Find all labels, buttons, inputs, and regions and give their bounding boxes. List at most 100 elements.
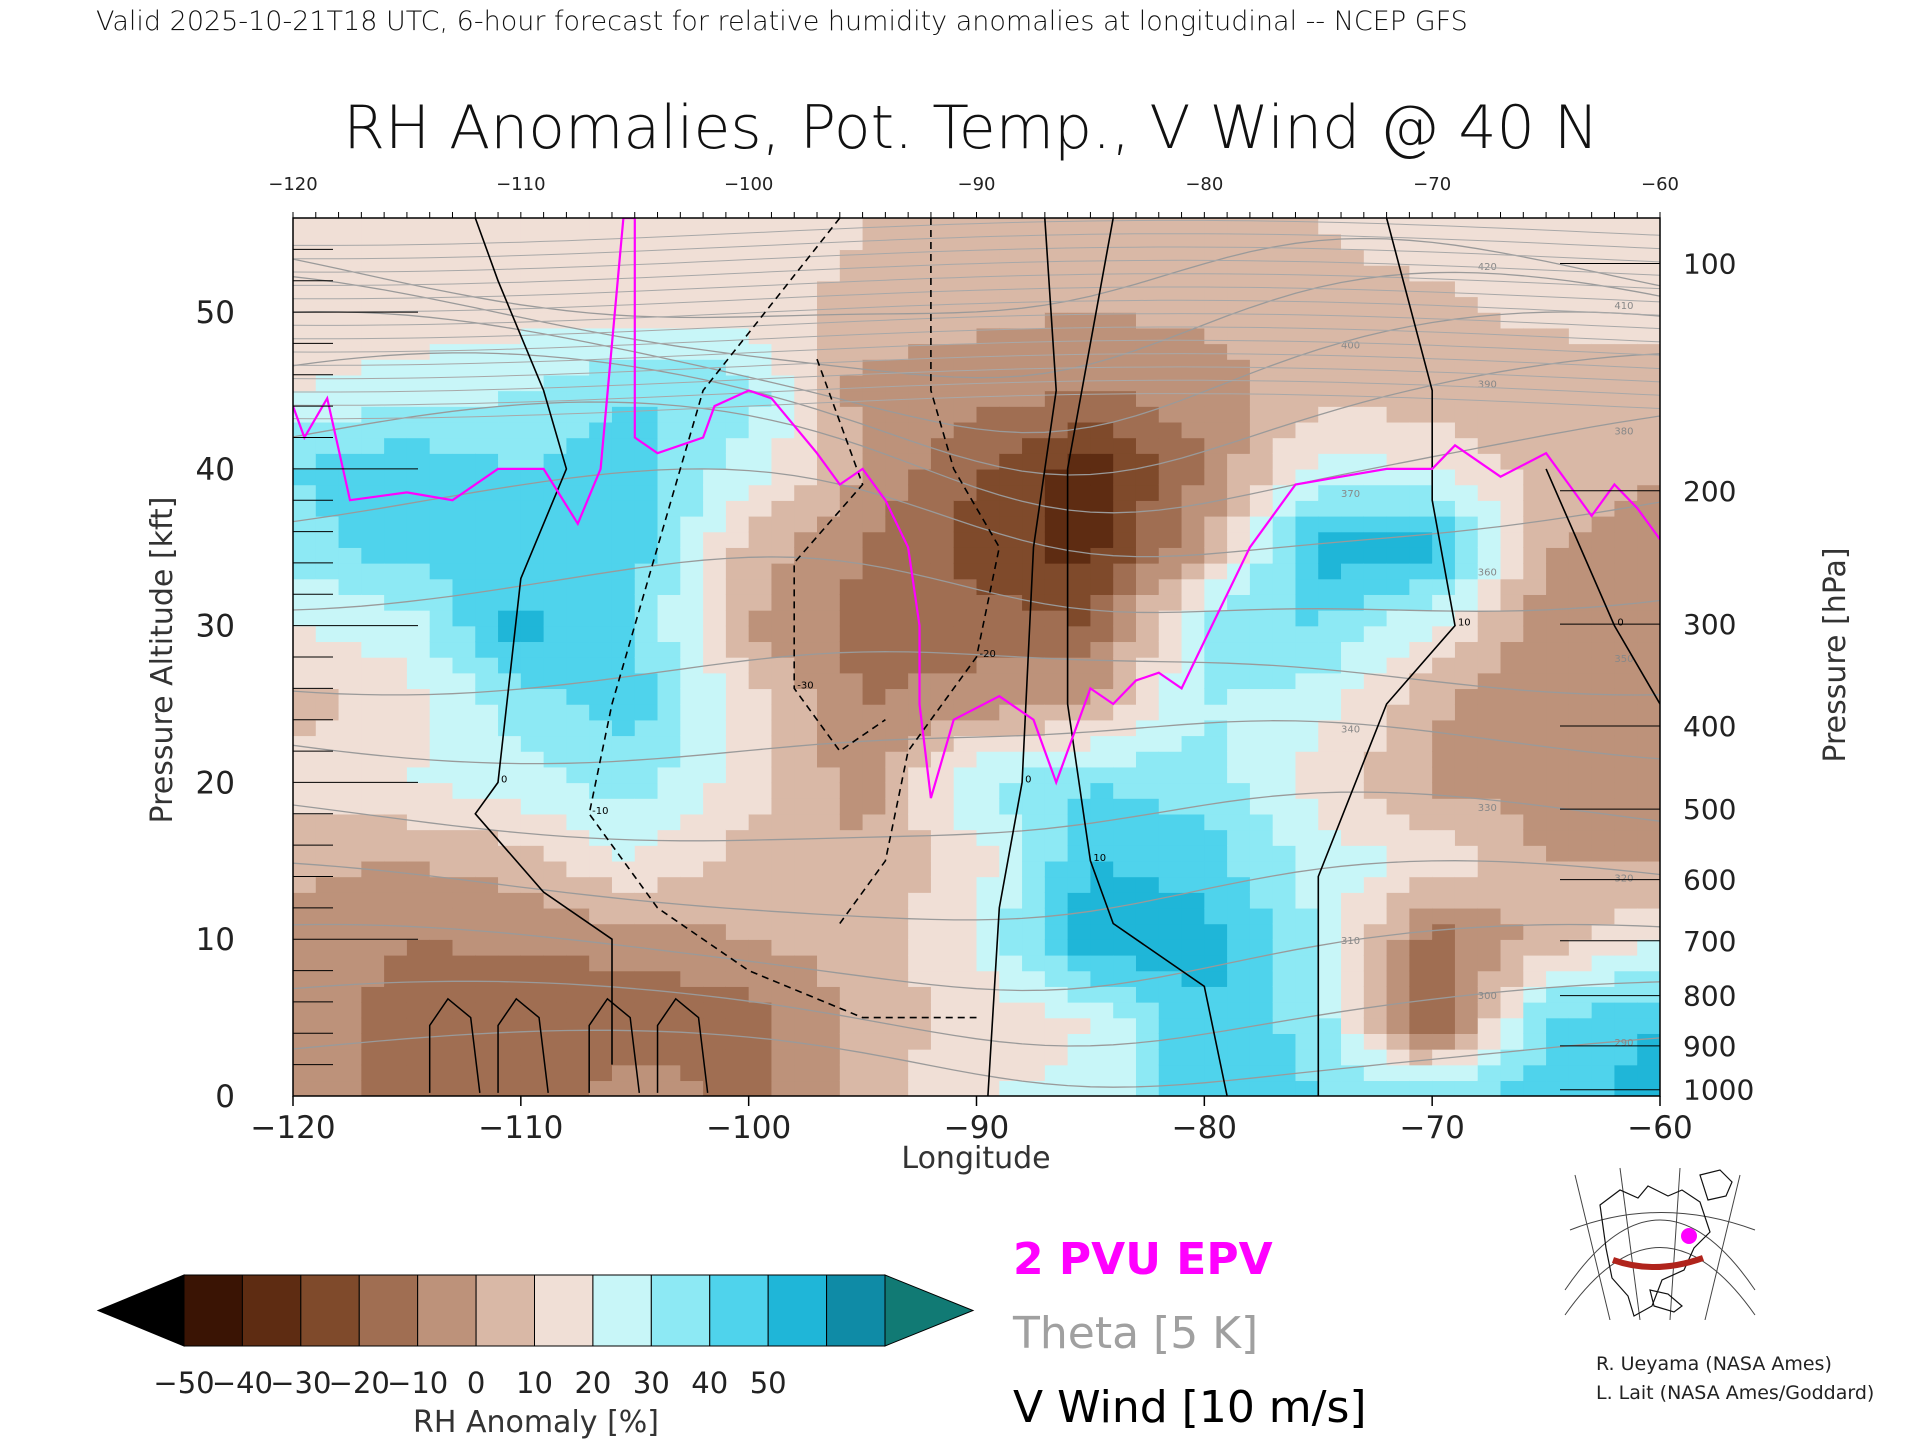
heatmap-cell	[725, 468, 750, 486]
heatmap-cell	[315, 1080, 340, 1096]
heatmap-cell	[1432, 1064, 1456, 1082]
heatmap-cell	[1181, 813, 1206, 831]
heatmap-cell	[657, 860, 682, 878]
heatmap-cell	[862, 390, 887, 407]
heatmap-cell	[429, 296, 454, 313]
heatmap-cell	[930, 547, 955, 564]
heatmap-cell	[566, 735, 590, 752]
heatmap-cell	[839, 657, 864, 674]
heatmap-cell	[1249, 594, 1274, 611]
heatmap-cell	[1363, 359, 1388, 376]
heatmap-cell	[338, 751, 363, 768]
heatmap-cell	[1637, 453, 1660, 470]
heatmap-cell	[1272, 594, 1297, 611]
heatmap-cell	[930, 468, 955, 486]
heatmap-cell	[1568, 751, 1593, 768]
heatmap-cell	[999, 939, 1023, 956]
heatmap-cell	[1363, 1064, 1388, 1082]
heatmap-cell	[293, 751, 317, 768]
heatmap-cell	[566, 1017, 590, 1034]
heatmap-cell	[680, 421, 704, 439]
heatmap-cell	[930, 641, 955, 658]
heatmap-cell	[862, 782, 887, 799]
heatmap-cell	[1500, 343, 1524, 360]
heatmap-cell	[1113, 515, 1137, 533]
heatmap-cell	[999, 986, 1023, 1003]
heatmap-cell	[1568, 704, 1593, 721]
heatmap-cell	[429, 970, 454, 987]
heatmap-cell	[498, 625, 522, 643]
heatmap-cell	[771, 531, 795, 548]
heatmap-cell	[634, 970, 659, 987]
heatmap-cell	[1272, 312, 1297, 329]
heatmap-cell	[1067, 813, 1092, 831]
heatmap-cell	[1227, 704, 1251, 721]
heatmap-cell	[338, 1001, 363, 1019]
heatmap-cell	[1249, 907, 1274, 925]
heatmap-cell	[1523, 625, 1547, 643]
heatmap-cell	[1249, 860, 1274, 878]
heatmap-cell	[908, 468, 932, 486]
heatmap-cell	[1135, 280, 1160, 298]
heatmap-cell	[293, 562, 317, 580]
heatmap-cell	[1637, 813, 1660, 831]
heatmap-cell	[976, 249, 1000, 266]
heatmap-cell	[1409, 218, 1433, 235]
heatmap-cell	[543, 970, 568, 987]
heatmap-cell	[794, 562, 818, 580]
heatmap-cell	[999, 390, 1023, 407]
heatmap-cell	[1363, 312, 1388, 329]
heatmap-cell	[1386, 735, 1411, 752]
heatmap-cell	[293, 1017, 317, 1034]
heatmap-cell	[498, 453, 522, 470]
heatmap-cell	[976, 406, 1000, 423]
heatmap-cell	[589, 860, 613, 878]
heatmap-cell	[908, 406, 932, 423]
heatmap-cell	[976, 453, 1000, 470]
heatmap-cell	[862, 860, 887, 878]
heatmap-cell	[1067, 1064, 1092, 1082]
heatmap-cell	[1295, 500, 1319, 517]
heatmap-cell	[771, 892, 795, 909]
heatmap-cell	[1181, 500, 1206, 517]
heatmap-cell	[498, 1048, 522, 1066]
heatmap-cell	[862, 265, 887, 282]
heatmap-cell	[1249, 421, 1274, 439]
heatmap-cell	[1477, 500, 1502, 517]
heatmap-cell	[611, 500, 636, 517]
heatmap-cell	[839, 1064, 864, 1082]
heatmap-cell	[384, 907, 408, 925]
heatmap-cell	[475, 437, 499, 454]
heatmap-cell	[771, 547, 795, 564]
heatmap-cell	[1500, 1017, 1524, 1034]
heatmap-cell	[1181, 1048, 1206, 1066]
heatmap-cell	[1272, 249, 1297, 266]
heatmap-cell	[1454, 798, 1479, 815]
heatmap-cell	[1067, 782, 1092, 799]
heatmap-cell	[1386, 986, 1411, 1003]
heatmap-cell	[520, 359, 545, 376]
heatmap-cell	[1637, 1017, 1660, 1034]
heatmap-cell	[361, 578, 385, 595]
heatmap-cell	[1227, 735, 1251, 752]
heatmap-cell	[589, 515, 613, 533]
heatmap-cell	[611, 672, 636, 690]
heatmap-cell	[406, 625, 431, 643]
heatmap-cell	[634, 1001, 659, 1019]
heatmap-cell	[817, 782, 841, 799]
credit-1: R. Ueyama (NASA Ames)	[1596, 1353, 1832, 1375]
heatmap-cell	[498, 1064, 522, 1082]
colorbar-tick-label: 50	[750, 1366, 787, 1400]
heatmap-cell	[771, 986, 795, 1003]
heatmap-cell	[1090, 343, 1114, 360]
heatmap-cell	[315, 280, 340, 298]
pressure-tick-label: 900	[1683, 1030, 1736, 1063]
heatmap-cell	[611, 860, 636, 878]
heatmap-cell	[1546, 1001, 1570, 1019]
heatmap-cell	[429, 813, 454, 831]
heatmap-cell	[498, 798, 522, 815]
heatmap-cell	[589, 594, 613, 611]
heatmap-cell	[908, 500, 932, 517]
heatmap-cell	[1546, 327, 1570, 345]
heatmap-cell	[1637, 265, 1660, 282]
